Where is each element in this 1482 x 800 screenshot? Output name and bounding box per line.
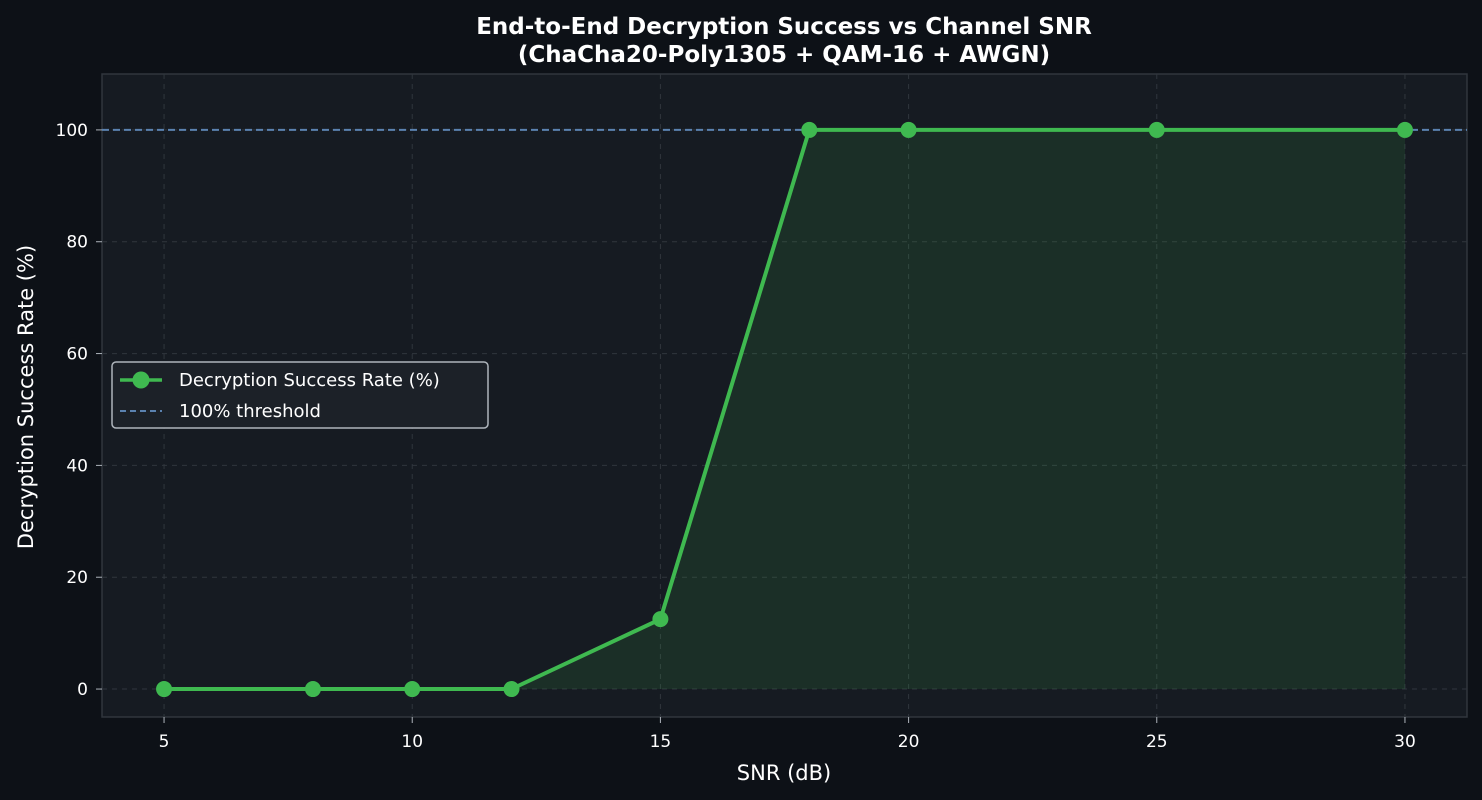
data-point [503, 681, 520, 698]
x-tick-label: 15 [650, 732, 672, 752]
data-point [1148, 121, 1165, 138]
data-point [801, 121, 818, 138]
y-tick-label: 60 [66, 345, 88, 365]
data-point [304, 681, 321, 698]
data-point [156, 681, 173, 698]
data-point [404, 681, 421, 698]
x-tick-label: 20 [898, 732, 920, 752]
chart-subtitle: (ChaCha20-Poly1305 + QAM-16 + AWGN) [518, 42, 1050, 68]
legend-marker-swatch [132, 371, 150, 389]
data-point [652, 611, 669, 628]
data-points [156, 121, 1413, 698]
data-point [1396, 121, 1413, 138]
y-tick-label: 100 [56, 121, 88, 141]
x-tick-label: 10 [401, 732, 423, 752]
chart-title: End-to-End Decryption Success vs Channel… [476, 14, 1092, 40]
y-tick-label: 0 [77, 680, 88, 700]
y-tick-label: 40 [66, 456, 88, 476]
data-point [900, 121, 917, 138]
y-axis-ticks: 0 20 40 60 80 100 [56, 121, 102, 700]
x-tick-label: 25 [1146, 732, 1168, 752]
series-area-fill [164, 129, 1405, 689]
legend-box [111, 361, 489, 429]
x-axis-label: SNR (dB) [737, 761, 831, 785]
x-tick-label: 30 [1394, 732, 1416, 752]
legend-label-series: Decryption Success Rate (%) [179, 370, 440, 391]
legend: Decryption Success Rate (%) 100% thresho… [111, 361, 489, 429]
y-axis-label: Decryption Success Rate (%) [14, 245, 38, 549]
x-axis-ticks: 5 10 15 20 25 30 [159, 717, 1416, 752]
legend-label-threshold: 100% threshold [179, 401, 321, 422]
y-tick-label: 80 [66, 233, 88, 253]
y-tick-label: 20 [66, 568, 88, 588]
x-tick-label: 5 [159, 732, 170, 752]
